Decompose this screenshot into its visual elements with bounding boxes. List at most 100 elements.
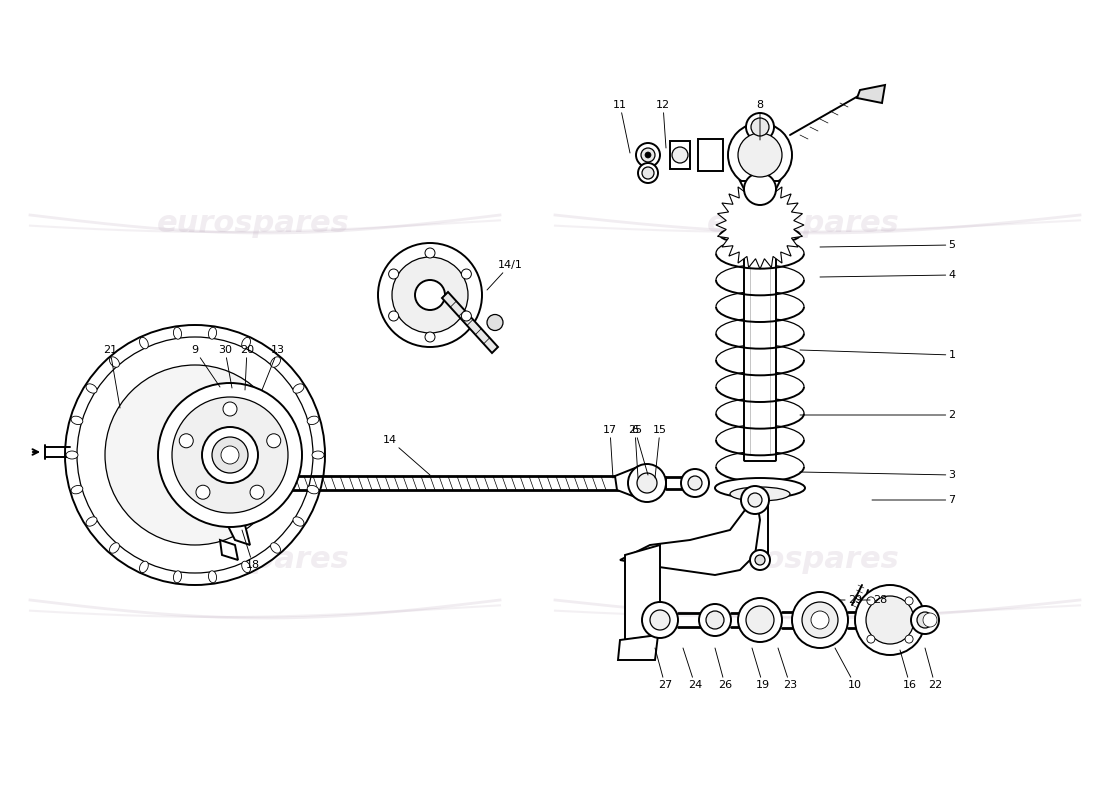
Polygon shape xyxy=(857,85,886,103)
Circle shape xyxy=(378,243,482,347)
Circle shape xyxy=(461,311,472,321)
Text: eurospares: eurospares xyxy=(156,210,350,238)
Circle shape xyxy=(392,257,468,333)
Circle shape xyxy=(638,163,658,183)
Ellipse shape xyxy=(72,416,82,425)
Ellipse shape xyxy=(140,338,148,349)
Text: 11: 11 xyxy=(613,100,630,153)
Circle shape xyxy=(650,610,670,630)
Circle shape xyxy=(867,597,875,605)
Text: 6: 6 xyxy=(631,425,648,475)
Text: 9: 9 xyxy=(191,345,220,387)
Circle shape xyxy=(641,148,654,162)
Circle shape xyxy=(628,464,666,502)
Text: 12: 12 xyxy=(656,100,670,148)
Circle shape xyxy=(415,280,446,310)
Ellipse shape xyxy=(209,327,217,339)
Text: 8: 8 xyxy=(757,100,763,140)
Text: 4: 4 xyxy=(820,270,956,280)
Ellipse shape xyxy=(271,357,281,367)
Circle shape xyxy=(388,269,398,279)
Ellipse shape xyxy=(307,486,319,494)
Text: 29: 29 xyxy=(840,595,862,605)
Circle shape xyxy=(755,555,764,565)
Circle shape xyxy=(698,604,732,636)
Ellipse shape xyxy=(209,570,217,582)
Ellipse shape xyxy=(242,561,251,573)
Circle shape xyxy=(672,147,688,163)
Text: 18: 18 xyxy=(242,530,260,570)
Circle shape xyxy=(202,427,258,483)
Ellipse shape xyxy=(86,384,97,393)
Circle shape xyxy=(867,635,875,643)
Circle shape xyxy=(905,597,913,605)
Circle shape xyxy=(636,143,660,167)
Polygon shape xyxy=(670,141,690,169)
Circle shape xyxy=(751,118,769,136)
Text: 10: 10 xyxy=(835,648,862,690)
Polygon shape xyxy=(442,292,498,353)
Circle shape xyxy=(866,596,914,644)
Circle shape xyxy=(917,612,933,628)
Text: 2: 2 xyxy=(800,410,956,420)
Text: eurospares: eurospares xyxy=(156,546,350,574)
Circle shape xyxy=(388,311,398,321)
Circle shape xyxy=(179,434,194,448)
Circle shape xyxy=(811,611,829,629)
Ellipse shape xyxy=(174,327,182,339)
Circle shape xyxy=(487,314,503,330)
Ellipse shape xyxy=(72,486,82,494)
Circle shape xyxy=(911,606,939,634)
Circle shape xyxy=(802,602,838,638)
Ellipse shape xyxy=(730,487,790,501)
Ellipse shape xyxy=(271,542,281,553)
Text: 19: 19 xyxy=(752,648,770,690)
Text: 23: 23 xyxy=(778,648,798,690)
Circle shape xyxy=(104,365,285,545)
Ellipse shape xyxy=(293,517,304,526)
Circle shape xyxy=(266,434,280,448)
Circle shape xyxy=(855,585,925,655)
Circle shape xyxy=(748,493,762,507)
Text: eurospares: eurospares xyxy=(706,210,900,238)
Ellipse shape xyxy=(110,357,120,367)
Circle shape xyxy=(637,473,657,493)
Circle shape xyxy=(223,402,236,416)
Ellipse shape xyxy=(174,570,182,582)
Circle shape xyxy=(728,123,792,187)
Polygon shape xyxy=(620,490,760,575)
Text: 24: 24 xyxy=(683,648,702,690)
Circle shape xyxy=(738,133,782,177)
Text: 28: 28 xyxy=(858,595,887,605)
Circle shape xyxy=(425,332,435,342)
Circle shape xyxy=(212,437,248,473)
Circle shape xyxy=(172,397,288,513)
Polygon shape xyxy=(698,139,723,171)
Ellipse shape xyxy=(86,517,97,526)
Circle shape xyxy=(750,550,770,570)
Text: 21: 21 xyxy=(103,345,120,408)
Ellipse shape xyxy=(110,542,120,553)
Text: 17: 17 xyxy=(603,425,617,478)
Circle shape xyxy=(792,592,848,648)
Ellipse shape xyxy=(140,561,148,573)
Circle shape xyxy=(905,635,913,643)
Text: 27: 27 xyxy=(654,648,672,690)
Circle shape xyxy=(461,269,472,279)
Ellipse shape xyxy=(312,451,324,459)
Polygon shape xyxy=(625,545,660,640)
Text: 26: 26 xyxy=(715,648,733,690)
Polygon shape xyxy=(740,181,780,197)
Circle shape xyxy=(923,613,937,627)
Text: 20: 20 xyxy=(240,345,254,390)
Text: 25: 25 xyxy=(628,425,642,478)
Circle shape xyxy=(425,248,435,258)
Circle shape xyxy=(65,325,324,585)
Text: eurospares: eurospares xyxy=(706,546,900,574)
Circle shape xyxy=(642,602,678,638)
Circle shape xyxy=(681,469,710,497)
Text: 30: 30 xyxy=(218,345,232,388)
Polygon shape xyxy=(615,466,644,500)
Polygon shape xyxy=(618,635,658,660)
Circle shape xyxy=(741,486,769,514)
